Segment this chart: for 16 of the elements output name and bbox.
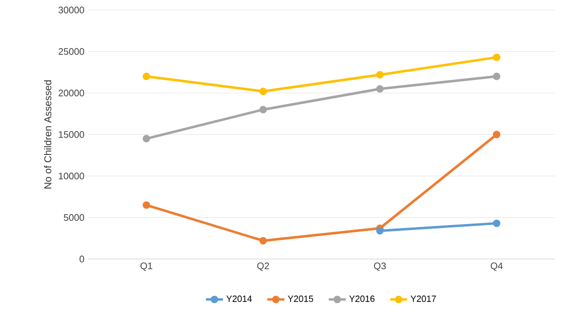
y-tick-label: 15000 — [58, 131, 84, 138]
y-axis-title: No of Children Assessed — [44, 80, 52, 189]
y-tick-label: 0 — [80, 256, 84, 262]
y-tick-label: 20000 — [58, 90, 84, 96]
y-tick-label: 10000 — [58, 172, 84, 180]
legend-label: Y2016 — [349, 296, 375, 302]
y-tick-label: 30000 — [58, 6, 84, 14]
x-tick-label: Q4 — [490, 262, 503, 271]
y-tick-label: 25000 — [58, 48, 84, 55]
legend-label: Y2017 — [410, 296, 436, 302]
x-tick-label: Q2 — [257, 262, 269, 271]
legend-label: Y2014 — [226, 296, 252, 302]
legend-label: Y2015 — [288, 296, 314, 302]
x-tick-label: Q3 — [374, 262, 386, 271]
y-tick-label: 5000 — [64, 214, 84, 221]
x-tick-label: Q1 — [140, 262, 152, 271]
